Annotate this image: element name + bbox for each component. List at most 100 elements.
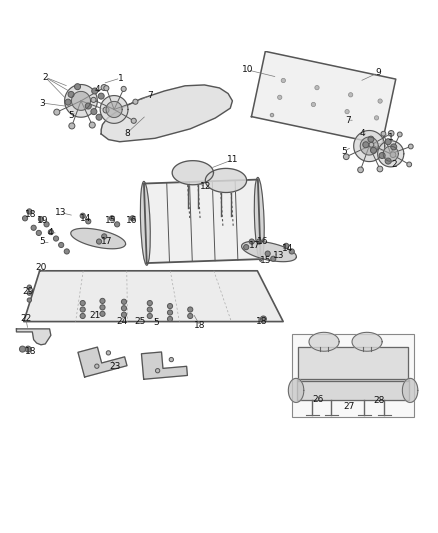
Circle shape bbox=[36, 230, 41, 236]
Text: 12: 12 bbox=[200, 182, 211, 191]
Text: 2: 2 bbox=[42, 72, 48, 82]
Circle shape bbox=[377, 99, 381, 103]
Circle shape bbox=[131, 118, 136, 123]
Polygon shape bbox=[402, 378, 417, 402]
Circle shape bbox=[243, 245, 248, 250]
Text: 4: 4 bbox=[359, 130, 364, 139]
Circle shape bbox=[370, 147, 376, 154]
Text: 8: 8 bbox=[124, 128, 130, 138]
Circle shape bbox=[280, 78, 285, 83]
Circle shape bbox=[80, 213, 85, 219]
Text: 27: 27 bbox=[343, 402, 354, 411]
Circle shape bbox=[378, 152, 384, 158]
Text: 29: 29 bbox=[22, 287, 34, 296]
Circle shape bbox=[19, 346, 25, 352]
Circle shape bbox=[270, 114, 273, 117]
Circle shape bbox=[389, 152, 395, 158]
Circle shape bbox=[27, 291, 32, 295]
Circle shape bbox=[367, 136, 373, 142]
Text: 3: 3 bbox=[39, 99, 45, 108]
Text: 9: 9 bbox=[374, 68, 380, 77]
Ellipse shape bbox=[140, 181, 150, 265]
Text: 20: 20 bbox=[35, 263, 46, 272]
Circle shape bbox=[374, 116, 378, 120]
Circle shape bbox=[96, 114, 102, 120]
Polygon shape bbox=[251, 51, 395, 144]
Text: 14: 14 bbox=[281, 244, 293, 253]
Text: 11: 11 bbox=[226, 155, 237, 164]
Circle shape bbox=[100, 311, 105, 317]
Circle shape bbox=[256, 239, 261, 244]
Circle shape bbox=[27, 209, 32, 214]
Circle shape bbox=[270, 256, 275, 261]
Text: 26: 26 bbox=[312, 395, 323, 405]
Polygon shape bbox=[106, 101, 122, 117]
Circle shape bbox=[98, 93, 104, 99]
Circle shape bbox=[133, 99, 138, 104]
Circle shape bbox=[95, 364, 99, 368]
Circle shape bbox=[65, 99, 71, 105]
Circle shape bbox=[314, 85, 318, 90]
Circle shape bbox=[167, 303, 172, 309]
Circle shape bbox=[103, 86, 109, 91]
Circle shape bbox=[169, 358, 173, 362]
Circle shape bbox=[27, 285, 32, 289]
Polygon shape bbox=[141, 352, 187, 379]
Circle shape bbox=[69, 123, 75, 129]
Circle shape bbox=[289, 249, 294, 254]
Text: 22: 22 bbox=[20, 314, 32, 324]
Polygon shape bbox=[382, 146, 397, 161]
Text: 2: 2 bbox=[390, 159, 396, 168]
Polygon shape bbox=[78, 347, 127, 377]
Circle shape bbox=[311, 102, 315, 107]
Polygon shape bbox=[205, 168, 246, 192]
Circle shape bbox=[380, 131, 385, 136]
Text: 21: 21 bbox=[89, 311, 100, 320]
Circle shape bbox=[31, 225, 36, 230]
Polygon shape bbox=[71, 91, 90, 110]
Polygon shape bbox=[308, 333, 338, 351]
Text: 28: 28 bbox=[373, 396, 385, 405]
Text: 13: 13 bbox=[55, 208, 67, 217]
Polygon shape bbox=[24, 271, 283, 321]
Circle shape bbox=[44, 222, 49, 227]
Circle shape bbox=[109, 216, 114, 221]
Text: 5: 5 bbox=[341, 147, 346, 156]
Circle shape bbox=[68, 91, 74, 98]
Polygon shape bbox=[353, 131, 384, 161]
Circle shape bbox=[100, 298, 105, 303]
Text: 25: 25 bbox=[134, 317, 145, 326]
Polygon shape bbox=[296, 379, 408, 400]
Circle shape bbox=[260, 316, 266, 322]
Circle shape bbox=[348, 93, 352, 97]
Text: 18: 18 bbox=[255, 317, 267, 326]
Circle shape bbox=[368, 142, 373, 147]
Circle shape bbox=[155, 368, 159, 373]
Circle shape bbox=[388, 131, 393, 136]
Circle shape bbox=[91, 98, 96, 102]
Circle shape bbox=[283, 243, 288, 248]
Text: 4: 4 bbox=[48, 228, 53, 237]
Polygon shape bbox=[297, 348, 407, 381]
Circle shape bbox=[343, 154, 348, 159]
Circle shape bbox=[407, 144, 412, 149]
Circle shape bbox=[344, 109, 349, 114]
Text: 5: 5 bbox=[68, 110, 74, 119]
Circle shape bbox=[121, 86, 126, 92]
Polygon shape bbox=[100, 95, 128, 123]
Text: 16: 16 bbox=[256, 237, 268, 246]
Circle shape bbox=[80, 307, 85, 312]
Circle shape bbox=[147, 301, 152, 305]
Text: 16: 16 bbox=[126, 216, 137, 225]
Circle shape bbox=[384, 158, 390, 164]
Polygon shape bbox=[377, 141, 403, 167]
Polygon shape bbox=[172, 160, 213, 185]
Circle shape bbox=[58, 243, 64, 247]
Circle shape bbox=[80, 313, 85, 319]
Circle shape bbox=[38, 216, 43, 222]
Circle shape bbox=[74, 84, 80, 90]
Text: 1: 1 bbox=[387, 133, 393, 142]
Polygon shape bbox=[101, 85, 232, 142]
Circle shape bbox=[85, 219, 91, 224]
Text: 4: 4 bbox=[94, 85, 99, 94]
